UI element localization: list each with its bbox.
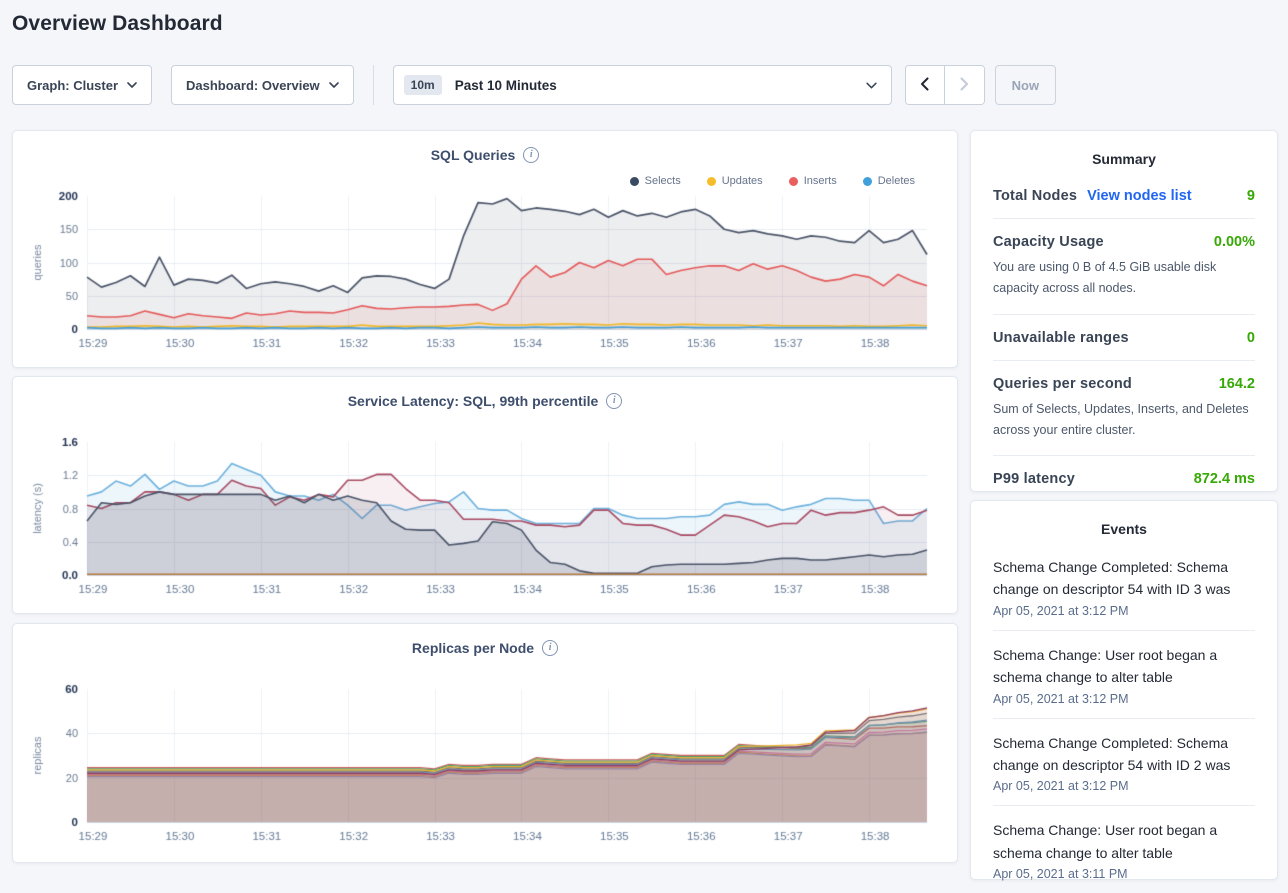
time-range-badge: 10m: [403, 75, 442, 95]
legend-dot: [862, 176, 872, 186]
event-timestamp: Apr 05, 2021 at 3:12 PM: [993, 603, 1129, 618]
summary-row-label: Total Nodes: [993, 188, 1078, 204]
summary-row: Queries per second 164.2 Sum of Selects, U…: [993, 361, 1255, 456]
info-icon[interactable]: i: [542, 640, 559, 656]
event-text: Schema Change: User root began a schema …: [993, 822, 1218, 861]
chevron-down-icon: [328, 82, 339, 88]
legend-label: Selects: [644, 175, 681, 187]
chevron-down-icon: [127, 82, 137, 88]
view-nodes-list-link[interactable]: View nodes list: [1087, 188, 1192, 204]
legend-item: Selects: [629, 175, 681, 187]
event-text: Schema Change Completed: Schema change o…: [993, 559, 1231, 598]
summary-row-label: Capacity Usage: [993, 234, 1104, 250]
toolbar-divider: [372, 65, 374, 105]
legend-label: Deletes: [877, 175, 915, 187]
dashboard-selector-button[interactable]: Dashboard: Overview: [171, 65, 354, 105]
event-text: Schema Change: User root began a schema …: [993, 646, 1218, 686]
toolbar: Graph: Cluster Dashboard: Overview 10m P…: [12, 65, 1057, 105]
summary-title: Summary: [1092, 151, 1156, 167]
chart-title: SQL Queries: [430, 147, 516, 163]
event-timestamp: Apr 05, 2021 at 3:11 PM: [993, 867, 1128, 882]
time-range-selector[interactable]: 10m Past 10 Minutes: [392, 65, 892, 105]
summary-row-value: 0.00%: [1213, 234, 1255, 250]
event-item: Schema Change Completed: Schema change o…: [993, 719, 1255, 807]
summary-row: Capacity Usage 0.00% You are using 0 B of …: [993, 219, 1255, 315]
now-button[interactable]: Now: [994, 65, 1057, 105]
summary-row-label: Unavailable ranges: [993, 329, 1129, 346]
summary-row-description: Sum of Selects, Updates, Inserts, and De…: [993, 401, 1249, 437]
chevron-right-icon: [960, 76, 969, 94]
event-timestamp: Apr 05, 2021 at 3:12 PM: [993, 779, 1129, 794]
chevron-down-icon: [866, 82, 877, 89]
graph-selector-label: Graph: Cluster: [27, 77, 119, 93]
event-text: Schema Change Completed: Schema change o…: [993, 734, 1231, 773]
event-item: Schema Change: User root began a schema …: [993, 631, 1255, 719]
previous-range-button[interactable]: [905, 66, 945, 104]
chart-title: Replicas per Node: [411, 640, 535, 656]
graph-selector-button[interactable]: Graph: Cluster: [12, 65, 153, 105]
legend-dot: [706, 176, 716, 186]
service-latency-chart[interactable]: [29, 435, 939, 601]
summary-row-description: You are using 0 B of 4.5 GiB usable disk…: [993, 260, 1217, 296]
info-icon[interactable]: i: [523, 147, 540, 163]
summary-row: Unavailable ranges 0: [993, 315, 1255, 361]
service-latency-card: Service Latency: SQL, 99th percentile i: [12, 376, 958, 614]
summary-row-value: 9: [1246, 188, 1255, 204]
legend-dot: [788, 176, 798, 186]
summary-row-label: Queries per second: [993, 375, 1132, 392]
legend-label: Inserts: [803, 175, 837, 187]
summary-row: P99 latency 872.4 ms: [993, 456, 1255, 501]
replicas-per-node-chart[interactable]: [29, 682, 939, 848]
event-item: Schema Change Completed: Schema change o…: [993, 543, 1255, 631]
events-card: Events Schema Change Completed: Schema c…: [970, 500, 1278, 881]
chart-title: Service Latency: SQL, 99th percentile: [347, 393, 599, 409]
info-icon[interactable]: i: [606, 393, 623, 409]
dashboard-selector-label: Dashboard: Overview: [186, 77, 320, 93]
legend-item: Inserts: [788, 175, 837, 187]
legend-item: Deletes: [862, 175, 915, 187]
replicas-per-node-card: Replicas per Node i: [12, 623, 958, 863]
summary-row: Total Nodes View nodes list 9: [993, 173, 1255, 219]
summary-card: Summary Total Nodes View nodes list 9 Capac…: [970, 130, 1278, 492]
legend-label: Updates: [721, 175, 763, 187]
legend-item: Updates: [706, 175, 763, 187]
summary-row-value: 164.2: [1218, 375, 1255, 392]
chevron-left-icon: [920, 76, 929, 94]
chart-legend: Selects Updates Inserts Deletes: [629, 175, 915, 187]
legend-dot: [629, 176, 639, 186]
time-range-label: Past 10 Minutes: [454, 77, 557, 93]
sql-queries-chart[interactable]: [29, 189, 939, 355]
next-range-button[interactable]: [944, 66, 984, 104]
page-title: Overview Dashboard: [12, 12, 223, 35]
time-range-step-buttons: [904, 65, 985, 105]
summary-row-value: 0: [1246, 329, 1255, 346]
events-title: Events: [1101, 521, 1147, 537]
summary-row-value: 872.4 ms: [1193, 471, 1255, 487]
sql-queries-card: SQL Queries i Selects Updates Inserts Delet…: [12, 130, 958, 368]
summary-row-label: P99 latency: [993, 471, 1075, 487]
event-item: Schema Change: User root began a schema …: [993, 806, 1255, 893]
event-timestamp: Apr 05, 2021 at 3:12 PM: [993, 691, 1129, 706]
